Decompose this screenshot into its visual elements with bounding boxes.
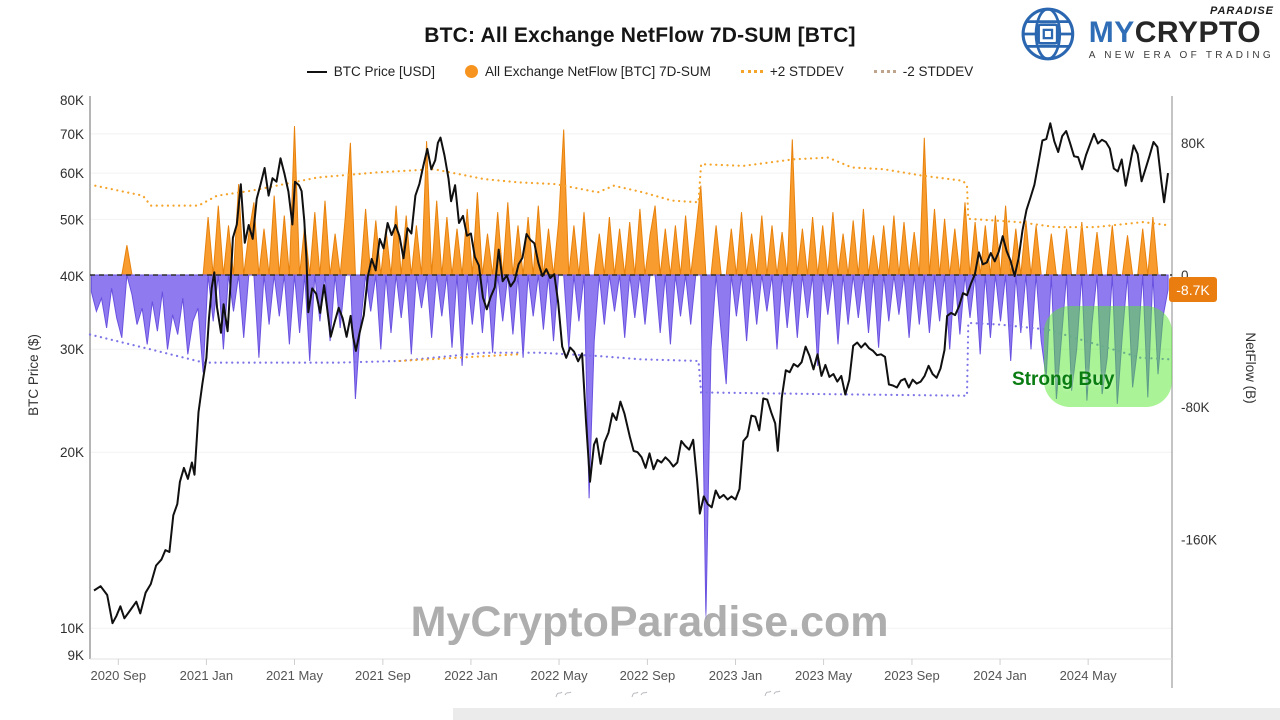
globe-chip-icon	[1021, 7, 1074, 61]
plus2-stddev-line	[94, 156, 1171, 229]
netflow-dot-swatch-icon	[465, 65, 478, 78]
legend-item-minus2stddev: -2 STDDEV	[873, 64, 974, 79]
price-axis-tick-label: 50K	[60, 212, 84, 227]
logo-brand-crypto: CRYPTO	[1134, 16, 1262, 49]
price-axis-tick-label: 40K	[60, 269, 84, 284]
price-axis-tick-label: 9K	[67, 648, 84, 663]
netflow-axis-title: NetFlow (B)	[1243, 332, 1258, 403]
netflow-area-positive	[91, 126, 1169, 276]
logo-tagline: A NEW ERA OF TRADING	[1088, 50, 1274, 61]
netflow-axis-tick-label: -80K	[1181, 400, 1210, 415]
x-axis-tick-label: 2023 Jan	[709, 668, 763, 683]
logo-paradise-label: PARADISE	[1209, 5, 1274, 17]
legend-item-plus2stddev: +2 STDDEV	[740, 64, 844, 79]
legend-label: -2 STDDEV	[902, 64, 974, 79]
x-axis-tick-label: 2024 Jan	[973, 668, 1027, 683]
price-axis-tick-label: 20K	[60, 445, 84, 460]
legend-item-price: BTC Price [USD]	[306, 64, 435, 79]
legend-label: +2 STDDEV	[769, 64, 844, 79]
mycrypto-paradise-logo: PARADISE MYCRYPTO A NEW ERA OF TRADING	[1020, 5, 1274, 63]
x-axis-tick-label: 2021 Jan	[180, 668, 234, 683]
price-axis-tick-label: 70K	[60, 127, 84, 142]
legend-label: BTC Price [USD]	[333, 64, 435, 79]
x-axis-tick-label: 2021 May	[266, 668, 324, 683]
bottom-gray-band	[453, 708, 1280, 720]
x-axis-tick-label: 2024 May	[1060, 668, 1118, 683]
watermark: MyCryptoParadise.com	[410, 598, 889, 646]
netflow-axis-tick-label: 80K	[1181, 136, 1205, 151]
logo-brand: MYCRYPTO	[1089, 18, 1274, 48]
x-axis-tick-label: 2022 Sep	[620, 668, 676, 683]
x-axis-tick-label: 2022 Jan	[444, 668, 498, 683]
chart-legend: BTC Price [USD] All Exchange NetFlow [BT…	[0, 64, 1280, 79]
smudge-mark	[764, 690, 781, 697]
price-axis-tick-label: 60K	[60, 166, 84, 181]
price-axis-tick-label: 80K	[60, 93, 84, 108]
netflow-axis-tick-label: -160K	[1181, 532, 1217, 547]
netflow-area-negative	[90, 274, 1169, 619]
minus2-stddev-line	[88, 321, 1171, 397]
strong-buy-annotation: Strong Buy	[1012, 369, 1115, 390]
page-title: BTC: All Exchange NetFlow 7D-SUM [BTC]	[424, 24, 856, 47]
logo-brand-my: MY	[1088, 16, 1135, 49]
x-axis-tick-label: 2023 Sep	[884, 668, 940, 683]
minus2-stddev-orange-segment	[398, 353, 520, 363]
legend-item-netflow: All Exchange NetFlow [BTC] 7D-SUM	[465, 64, 711, 79]
x-axis-tick-label: 2022 May	[530, 668, 588, 683]
minus2-dots-swatch-icon	[873, 70, 896, 73]
price-axis-title: BTC Price ($)	[26, 334, 41, 416]
strong-buy-highlight-box	[1044, 306, 1172, 408]
x-axis-tick-label: 2023 May	[795, 668, 853, 683]
price-axis-tick-label: 30K	[60, 342, 84, 357]
legend-label: All Exchange NetFlow [BTC] 7D-SUM	[485, 64, 711, 79]
smudge-mark	[555, 691, 572, 698]
x-axis-tick-label: 2021 Sep	[355, 668, 411, 683]
price-axis-tick-label: 10K	[60, 621, 84, 636]
plus2-dots-swatch-icon	[740, 70, 763, 73]
netflow-axis-tick-label: 0	[1181, 268, 1189, 283]
x-axis-tick-label: 2020 Sep	[90, 668, 146, 683]
smudge-mark	[631, 691, 648, 698]
price-line-swatch-icon	[306, 70, 327, 73]
current-netflow-badge: -8.7K	[1169, 277, 1217, 302]
logo-text: PARADISE MYCRYPTO A NEW ERA OF TRADING	[1089, 5, 1274, 61]
btc-price-line	[93, 122, 1169, 625]
